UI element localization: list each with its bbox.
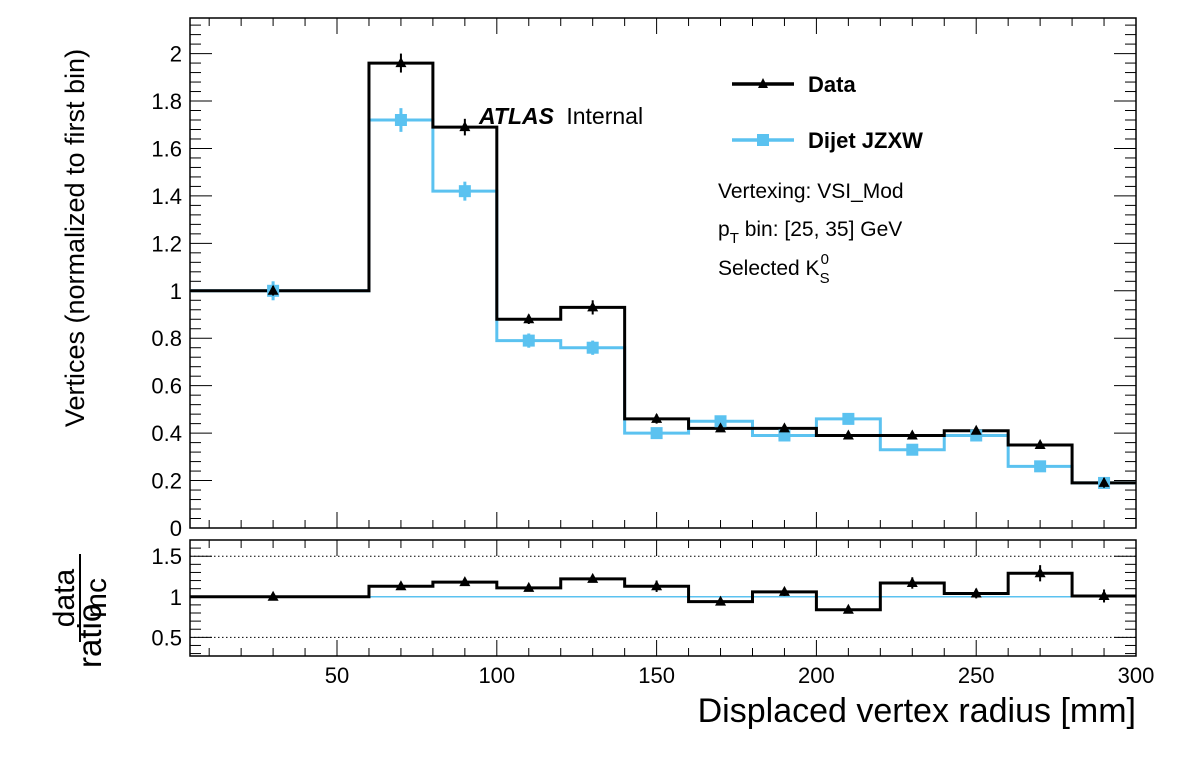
ratio-point xyxy=(523,581,535,592)
ratio-y-denominator: mc xyxy=(80,578,113,618)
data-point xyxy=(842,429,854,440)
ratio-ytick-labels: 0.5 1 1.5 xyxy=(151,544,182,650)
ratio-point xyxy=(842,603,854,614)
main-ticks xyxy=(190,18,1137,529)
x-tick-label: 250 xyxy=(958,663,995,688)
y-tick-label: 1.4 xyxy=(151,184,182,209)
main-panel: 0 0.2 0.4 0.6 0.8 1 1.2 1.4 1.6 1.8 2 xyxy=(151,17,1137,541)
x-axis-title: Displaced vertex radius [mm] xyxy=(698,692,1136,730)
y-tick-label: 1.6 xyxy=(151,136,182,161)
data-histogram-line xyxy=(190,61,1136,485)
ratio-point xyxy=(970,587,982,598)
data-point xyxy=(523,313,535,324)
atlas-label: ATLAS Internal xyxy=(478,103,643,129)
x-tick-label: 200 xyxy=(798,663,835,688)
data-point xyxy=(715,422,727,433)
y-tick-label: 0.8 xyxy=(151,326,182,351)
data-point xyxy=(587,301,599,312)
mc-point xyxy=(394,114,407,126)
ratio-y-tick-label: 0.5 xyxy=(151,625,182,650)
mc-point xyxy=(906,443,919,456)
pt-bin-label: pT bin: [25, 35] GeV xyxy=(718,218,902,247)
ratio-point xyxy=(651,580,663,591)
selected-sub: S xyxy=(820,270,830,287)
ratio-y-numerator: data xyxy=(48,568,81,627)
legend-label-data: Data xyxy=(808,72,856,97)
data-point xyxy=(970,424,982,435)
ratio-point xyxy=(459,576,471,587)
y-tick-label: 1.2 xyxy=(151,231,182,256)
y-axis-title: Vertices (normalized to first bin) xyxy=(60,49,90,427)
data-point xyxy=(1098,476,1110,487)
ratio-histogram-line xyxy=(190,571,1136,612)
mc-point xyxy=(458,185,471,198)
main-series xyxy=(190,53,1136,489)
pt-sub: T xyxy=(730,230,739,247)
y-tick-label: 0.4 xyxy=(151,421,182,446)
ratio-y-prefix: ratio xyxy=(71,604,108,668)
y-tick-label: 2 xyxy=(170,42,182,67)
pt-p: p xyxy=(718,218,730,241)
mc-point xyxy=(1034,460,1047,473)
y-tick-label: 1.8 xyxy=(151,89,182,114)
data-point xyxy=(651,412,663,423)
y-tick-label: 0.2 xyxy=(151,469,182,494)
selected-label: Selected KS 0 xyxy=(718,251,830,287)
ratio-y-tick-label: 1.5 xyxy=(151,544,182,569)
ratio-point xyxy=(906,576,918,587)
ratio-point xyxy=(778,585,790,596)
selected-sup: 0 xyxy=(821,251,829,268)
legend: Data Dijet JZXW xyxy=(732,72,923,153)
vertexing-label: Vertexing: VSI_Mod xyxy=(718,180,904,203)
atlas-bold: ATLAS xyxy=(478,103,555,129)
ratio-panel: 0.5 1 1.5 50 100 150 200 250 300 xyxy=(151,539,1155,688)
mc-point xyxy=(586,341,599,354)
main-ytick-labels: 0 0.2 0.4 0.6 0.8 1 1.2 1.4 1.6 1.8 2 xyxy=(151,42,182,541)
legend-label-mc: Dijet JZXW xyxy=(808,128,923,153)
y-tick-label: 0 xyxy=(170,516,182,541)
legend-marker-mc xyxy=(757,134,769,146)
mc-histogram-line xyxy=(190,118,1136,485)
ratio-point xyxy=(587,572,599,583)
ratio-point xyxy=(267,590,279,601)
ratio-point xyxy=(1098,589,1110,600)
mc-point xyxy=(714,415,727,428)
xtick-labels: 50 100 150 200 250 300 xyxy=(325,663,1155,688)
ratio-point xyxy=(1034,567,1046,578)
data-point xyxy=(906,429,918,440)
x-tick-label: 50 xyxy=(325,663,349,688)
data-point xyxy=(1034,438,1046,449)
y-tick-label: 0.6 xyxy=(151,374,182,399)
x-tick-label: 150 xyxy=(638,663,675,688)
data-point xyxy=(267,284,279,295)
x-tick-label: 100 xyxy=(478,663,515,688)
mc-point xyxy=(650,427,663,440)
y-tick-label: 1 xyxy=(170,279,182,304)
main-frame xyxy=(189,17,1137,529)
data-point xyxy=(395,57,407,68)
data-point xyxy=(459,121,471,132)
ratio-point xyxy=(395,580,407,591)
ratio-point xyxy=(715,595,727,606)
mc-point xyxy=(778,429,791,442)
ratio-y-tick-label: 1 xyxy=(170,585,182,610)
x-tick-label: 300 xyxy=(1118,663,1155,688)
ratio-ticks xyxy=(190,539,1137,656)
mc-point xyxy=(842,412,855,425)
mc-point xyxy=(522,334,535,347)
data-point xyxy=(778,422,790,433)
selected-text: Selected K xyxy=(718,257,820,280)
ratio-series xyxy=(190,565,1136,614)
legend-marker-data xyxy=(758,78,768,88)
pt-rest: bin: [25, 35] GeV xyxy=(739,218,902,241)
atlas-internal: Internal xyxy=(566,103,643,129)
